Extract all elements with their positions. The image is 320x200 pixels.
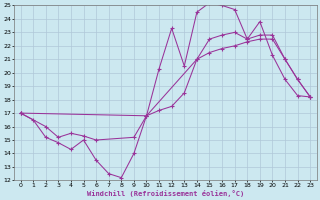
X-axis label: Windchill (Refroidissement éolien,°C): Windchill (Refroidissement éolien,°C) <box>87 190 244 197</box>
